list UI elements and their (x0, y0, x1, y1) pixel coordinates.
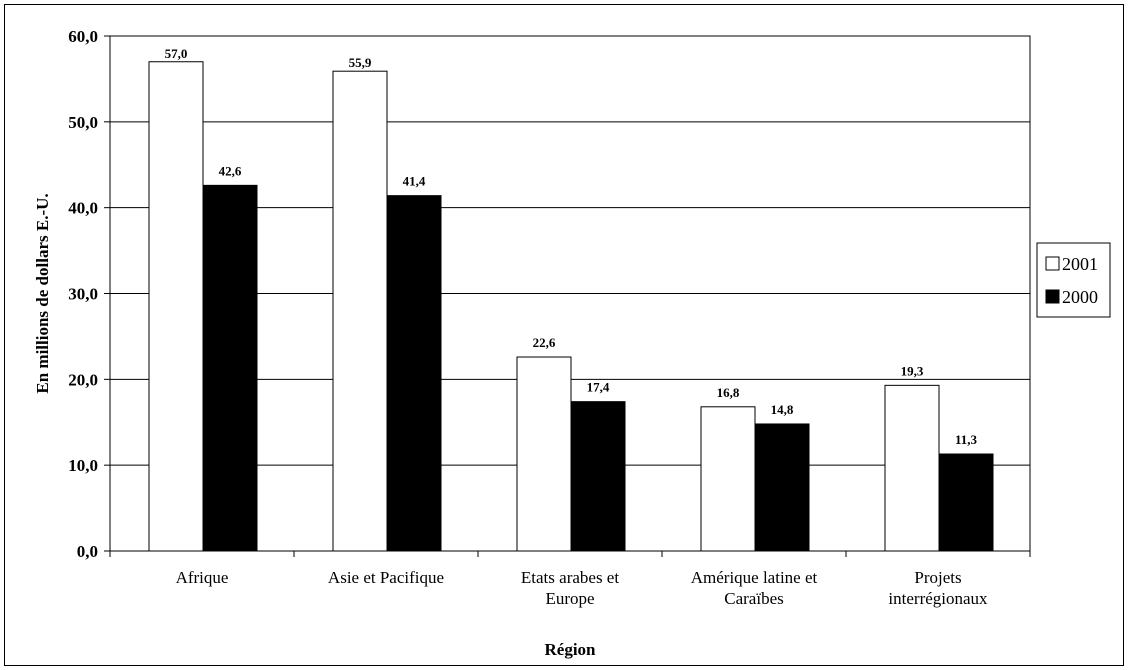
data-label: 17,4 (587, 380, 610, 395)
x-tick-label: Projets interrégionaux (888, 568, 988, 608)
data-label: 16,8 (717, 385, 740, 400)
data-label: 22,6 (533, 335, 556, 350)
data-label: 42,6 (219, 163, 242, 178)
legend-label: 2001 (1062, 254, 1098, 274)
data-label: 55,9 (349, 55, 372, 70)
bar-2001 (516, 356, 572, 552)
y-tick-label: 40,0 (68, 199, 98, 218)
y-axis-title: En millions de dollars E.-U. (33, 193, 52, 393)
y-tick-label: 30,0 (68, 285, 98, 304)
data-label: 41,4 (403, 174, 426, 189)
bar-2000 (202, 184, 258, 552)
bar-2000 (570, 401, 626, 552)
x-axis-title: Région (545, 640, 597, 659)
legend: 2001 2000 (1036, 242, 1111, 318)
data-label: 57,0 (165, 46, 188, 61)
bar-2000 (386, 195, 442, 552)
x-tick-label: Afrique (176, 568, 229, 587)
y-axis: 0,0 10,0 20,0 30,0 40,0 50,0 60,0 (68, 27, 110, 561)
legend-label: 2000 (1062, 287, 1098, 307)
bar-2001 (148, 61, 204, 552)
bar-2000 (754, 423, 810, 552)
data-label: 14,8 (771, 402, 794, 417)
y-tick-label: 50,0 (68, 113, 98, 132)
x-tick-label: Etats arabes et Europe (521, 568, 619, 608)
x-tick-label: Amérique latine et Caraïbes (691, 568, 818, 608)
y-tick-label: 0,0 (77, 542, 98, 561)
legend-swatch-2000 (1045, 289, 1060, 304)
y-tick-label: 60,0 (68, 27, 98, 46)
bar-2000 (938, 453, 994, 552)
bar-2001 (884, 384, 940, 552)
bars (148, 61, 994, 552)
data-label: 11,3 (955, 432, 978, 447)
data-labels: 57,0 55,9 22,6 16,8 19,3 42,6 41,4 17,4 14,8 11,3 (165, 46, 978, 447)
legend-box (1036, 242, 1111, 318)
data-label: 19,3 (901, 363, 924, 378)
legend-swatch-2001 (1045, 256, 1060, 271)
y-tick-label: 20,0 (68, 370, 98, 389)
bar-2001 (332, 70, 388, 552)
x-axis: Afrique Asie et Pacifique Etats arabes et E… (109, 551, 1031, 608)
y-tick-label: 10,0 (68, 456, 98, 475)
bar-2001 (700, 406, 756, 552)
x-tick-label: Asie et Pacifique (328, 568, 444, 587)
